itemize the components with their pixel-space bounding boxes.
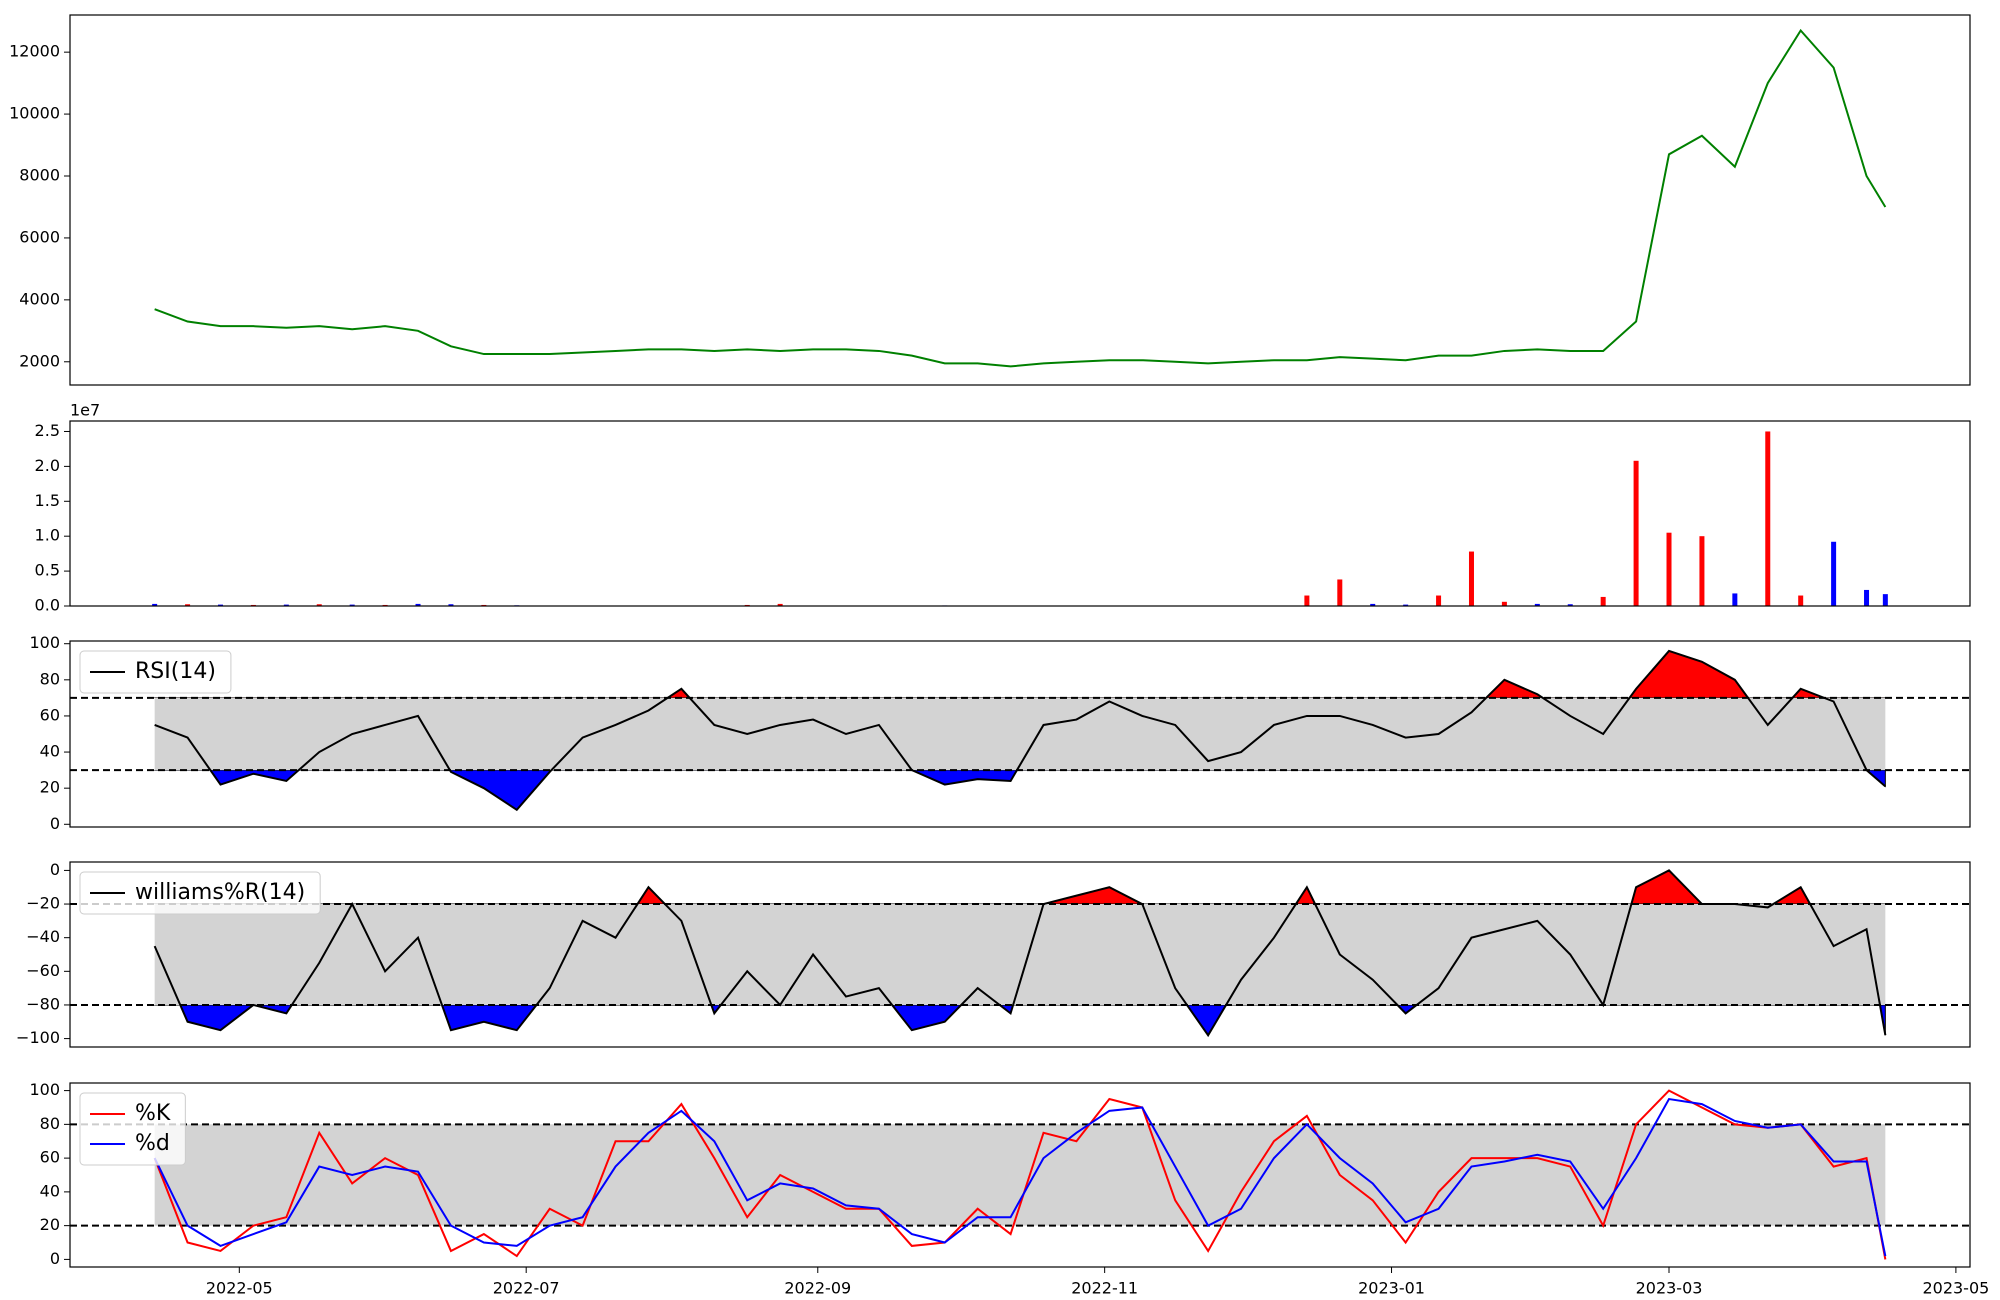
y-tick-label: 80 [40, 1114, 60, 1133]
legend-label: %K [135, 1101, 171, 1126]
x-tick-label: 2022-11 [1071, 1279, 1138, 1298]
threshold-band [154, 904, 1886, 1005]
x-tick-label: 2022-05 [206, 1279, 273, 1298]
volume-bar [1436, 595, 1442, 606]
offset-label: 1e7 [70, 401, 100, 420]
legend: RSI(14) [79, 650, 232, 694]
y-tick-label: 40 [40, 742, 60, 761]
axes-frame [69, 861, 1971, 1048]
y-tick-label: 0 [50, 814, 60, 833]
y-tick-label: 80 [40, 669, 60, 688]
volume-bar [1666, 532, 1672, 606]
y-tick-label: 60 [40, 705, 60, 724]
volume-bar [1370, 603, 1376, 606]
panel: 0.0 0.5 1.0 1.5 2.0 2.5 1e7 [35, 401, 1971, 615]
volume-bar [448, 604, 454, 606]
x-tick-label: 2023-05 [1922, 1279, 1989, 1298]
volume-bar [1732, 593, 1738, 606]
x-tick-label: 2022-07 [493, 1279, 560, 1298]
volume-bar [1304, 595, 1310, 606]
volume-bar [1798, 595, 1804, 606]
panel: 2000 4000 6000 8000 10000 12000 [9, 14, 1971, 386]
y-tick-label: 100 [29, 1080, 60, 1099]
y-tick-label: −60 [26, 961, 60, 980]
volume-bar [1864, 589, 1870, 606]
y-tick-label: 1.5 [35, 491, 60, 510]
volume-bar [283, 604, 289, 606]
axes-frame [69, 640, 1971, 828]
legend: %K %d [79, 1092, 186, 1166]
volume-bar [1831, 541, 1837, 606]
panel: 0 20 40 60 80 100 RSI(14) [29, 633, 1971, 833]
panel: 0 20 40 60 80 100 2022-05 2022-07 2022-09 2022-11… [29, 1080, 1989, 1297]
series-line [154, 28, 1887, 368]
y-tick-label: −100 [16, 1028, 60, 1047]
legend-box [79, 650, 232, 694]
volume-bar [1337, 579, 1343, 606]
axes-frame [69, 420, 1971, 607]
volume-bar [777, 603, 783, 606]
y-tick-label: 0 [50, 860, 60, 879]
threshold-band [154, 697, 1886, 771]
y-tick-label: 1.0 [35, 526, 60, 545]
axes-frame [69, 14, 1971, 386]
volume-bar [415, 603, 421, 606]
legend-label: williams%R(14) [135, 880, 305, 905]
series-line [153, 1089, 1887, 1260]
y-tick-label: 6000 [19, 227, 60, 246]
y-tick-label: 20 [40, 778, 60, 797]
x-tick-label: 2022-09 [784, 1279, 851, 1298]
y-tick-label: −40 [26, 927, 60, 946]
y-tick-label: −80 [26, 994, 60, 1013]
volume-bar [349, 604, 355, 606]
volume-bar [1699, 536, 1705, 606]
volume-bar [185, 604, 191, 606]
volume-bar [1633, 460, 1639, 606]
y-tick-label: −20 [26, 894, 60, 913]
x-tick-label: 2023-03 [1636, 1279, 1703, 1298]
threshold-band [154, 1124, 1886, 1226]
volume-bar [1765, 431, 1771, 606]
y-tick-label: 2000 [19, 351, 60, 370]
volume-bar [1534, 603, 1540, 606]
legend-box [79, 871, 321, 915]
volume-bar [1567, 604, 1573, 606]
volume-bar [1882, 594, 1888, 606]
y-tick-label: 100 [29, 633, 60, 652]
y-tick-label: 12000 [9, 42, 60, 61]
series-line [153, 1097, 1887, 1257]
volume-bar [316, 604, 322, 606]
panel: −100 −80 −60 −40 −20 0 williams%R(14) [16, 860, 1971, 1048]
y-tick-label: 0 [50, 1249, 60, 1268]
volume-bar [217, 604, 223, 606]
y-tick-label: 2.5 [35, 421, 60, 440]
y-tick-label: 0.5 [35, 561, 60, 580]
y-tick-label: 40 [40, 1181, 60, 1200]
y-tick-label: 2.0 [35, 456, 60, 475]
series-line [153, 869, 1887, 1038]
y-tick-label: 20 [40, 1215, 60, 1234]
y-tick-label: 0.0 [35, 596, 60, 615]
volume-bar [1403, 604, 1409, 606]
legend: williams%R(14) [79, 871, 321, 915]
legend-label: RSI(14) [135, 659, 216, 684]
volume-bar [152, 603, 158, 606]
y-tick-label: 4000 [19, 289, 60, 308]
legend-label: %d [135, 1131, 170, 1156]
series-line [154, 649, 1887, 812]
x-tick-label: 2023-01 [1358, 1279, 1425, 1298]
y-tick-label: 10000 [9, 104, 60, 123]
axes-frame [69, 1082, 1971, 1268]
y-tick-label: 8000 [19, 166, 60, 185]
volume-bar [1600, 596, 1606, 606]
volume-bar [1468, 551, 1474, 606]
legend-box [79, 1092, 186, 1166]
y-tick-label: 60 [40, 1148, 60, 1167]
volume-bar [1501, 601, 1507, 606]
